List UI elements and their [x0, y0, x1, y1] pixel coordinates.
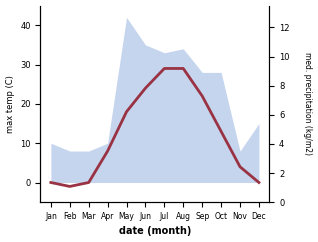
Y-axis label: med. precipitation (kg/m2): med. precipitation (kg/m2) — [303, 52, 313, 155]
Y-axis label: max temp (C): max temp (C) — [5, 75, 15, 133]
X-axis label: date (month): date (month) — [119, 227, 191, 236]
